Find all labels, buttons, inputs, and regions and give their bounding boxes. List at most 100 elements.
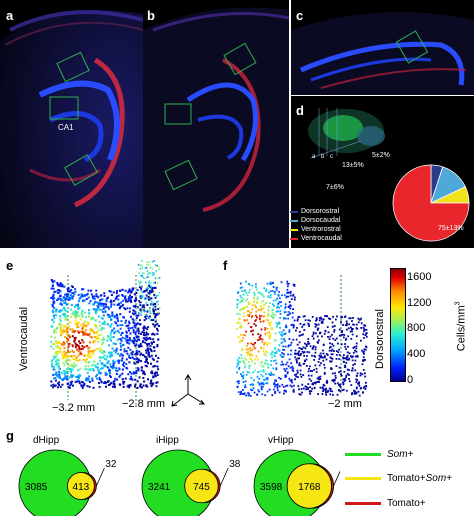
density-point xyxy=(102,322,105,325)
density-point xyxy=(329,360,332,363)
density-point xyxy=(136,380,139,383)
density-point xyxy=(330,350,333,352)
density-point xyxy=(291,312,294,314)
density-point xyxy=(344,343,346,345)
density-point xyxy=(74,315,77,318)
density-point xyxy=(112,361,115,364)
density-point xyxy=(137,264,140,266)
density-point xyxy=(94,312,97,315)
density-point xyxy=(154,303,157,305)
density-point xyxy=(146,358,148,360)
legend-som: Som + xyxy=(345,449,413,460)
density-point xyxy=(105,385,107,388)
density-point xyxy=(138,281,140,283)
density-point xyxy=(328,346,331,349)
density-point xyxy=(286,280,289,283)
density-point xyxy=(275,322,278,324)
density-point xyxy=(102,314,105,317)
density-point xyxy=(53,280,56,283)
density-point xyxy=(289,379,292,382)
density-point xyxy=(257,358,259,361)
density-point xyxy=(85,293,88,296)
density-point xyxy=(149,286,152,289)
density-point xyxy=(53,336,56,339)
density-point xyxy=(110,365,113,368)
density-point xyxy=(310,370,312,372)
density-point xyxy=(247,314,249,316)
density-point xyxy=(343,334,346,336)
density-point xyxy=(153,274,155,276)
density-point xyxy=(67,287,70,290)
density-point xyxy=(270,351,273,354)
density-point xyxy=(249,347,251,350)
density-point xyxy=(268,323,271,326)
density-point xyxy=(122,363,124,366)
density-point xyxy=(99,347,102,350)
density-point xyxy=(289,307,292,310)
density-point xyxy=(360,322,363,325)
density-point xyxy=(55,379,57,382)
density-point xyxy=(257,381,259,384)
density-point xyxy=(250,311,252,314)
density-point xyxy=(268,373,270,375)
density-point xyxy=(104,310,107,313)
density-point xyxy=(88,375,90,378)
density-point xyxy=(136,314,139,317)
density-point xyxy=(244,384,247,387)
density-point xyxy=(283,317,285,320)
density-point xyxy=(303,329,306,331)
density-point xyxy=(312,345,315,348)
density-point xyxy=(316,329,319,331)
density-point xyxy=(81,381,83,384)
density-point xyxy=(50,384,53,387)
density-point xyxy=(100,381,103,383)
density-point xyxy=(150,385,153,388)
density-point xyxy=(121,372,124,375)
density-point xyxy=(115,367,118,370)
density-point xyxy=(251,383,253,386)
density-point xyxy=(315,367,318,370)
density-point xyxy=(258,383,261,386)
density-point xyxy=(102,336,105,339)
density-point xyxy=(313,381,316,384)
density-point xyxy=(325,315,328,317)
density-point xyxy=(116,315,119,318)
density-point xyxy=(340,316,342,319)
density-point xyxy=(263,378,265,381)
density-point xyxy=(304,360,306,362)
density-point xyxy=(158,266,160,269)
density-point xyxy=(57,310,60,313)
density-point xyxy=(105,303,108,306)
panel-e-label: e xyxy=(6,258,14,273)
density-point xyxy=(244,363,246,365)
density-point xyxy=(282,333,285,336)
density-point xyxy=(255,355,258,358)
density-point xyxy=(309,365,311,368)
density-point xyxy=(70,376,73,379)
density-point xyxy=(351,356,353,359)
density-point xyxy=(116,359,119,362)
density-point xyxy=(254,347,257,350)
density-point xyxy=(69,290,72,293)
density-point xyxy=(138,350,141,353)
density-point xyxy=(150,291,153,294)
density-point xyxy=(50,335,53,338)
density-point xyxy=(135,292,138,294)
density-point xyxy=(146,273,149,276)
density-point xyxy=(276,325,278,328)
density-point xyxy=(355,347,358,350)
density-point xyxy=(110,382,112,385)
density-point xyxy=(158,268,160,271)
density-point xyxy=(148,355,151,358)
density-point xyxy=(242,359,245,362)
density-point xyxy=(65,331,68,334)
density-point xyxy=(151,289,154,292)
density-point xyxy=(82,332,85,335)
density-point xyxy=(272,373,275,376)
density-point xyxy=(74,311,77,314)
density-point xyxy=(71,365,74,368)
density-point xyxy=(276,389,279,392)
density-point xyxy=(129,371,132,373)
density-point xyxy=(354,369,357,372)
panel-g-label: g xyxy=(6,428,14,443)
